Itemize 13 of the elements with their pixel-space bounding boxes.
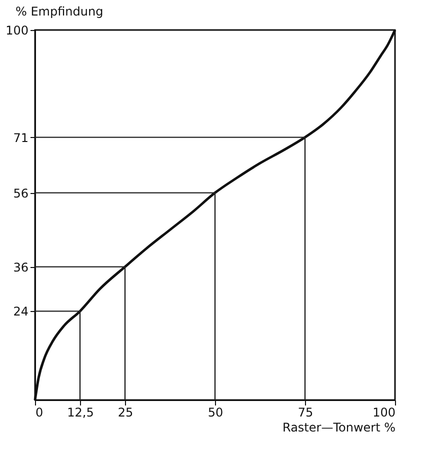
x-axis-title: Raster—Tonwert % — [282, 420, 396, 434]
x-tick-label: 25 — [118, 406, 134, 420]
x-tick-label: 12,5 — [67, 406, 94, 420]
y-tick-label: 71 — [13, 130, 28, 145]
x-tick-label: 100 — [372, 406, 396, 420]
y-tick-label: 24 — [13, 304, 28, 319]
x-tick-label: 50 — [208, 406, 224, 420]
y-tick-label: 100 — [6, 24, 28, 38]
y-axis-title: % Empfindung — [16, 4, 104, 18]
y-tick-label: 36 — [13, 260, 28, 274]
x-tick-label: 0 — [36, 406, 44, 420]
y-tick-label: 56 — [13, 186, 28, 200]
x-tick-label: 75 — [298, 406, 314, 420]
